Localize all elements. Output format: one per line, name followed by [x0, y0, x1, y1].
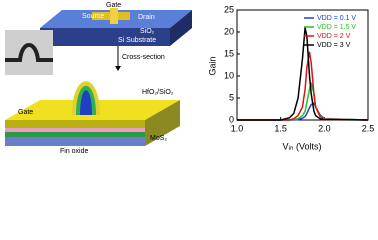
y-tick-label: 5: [229, 92, 234, 102]
gate-finger: [110, 8, 118, 24]
page: {"diagram": {"gate_top": "Gate", "source…: [5, 1, 375, 155]
plot-frame: [236, 9, 369, 121]
legend-label: VDD = 0.1 V: [317, 15, 356, 22]
legend-label: VDD = 3 V: [317, 42, 351, 49]
label: MoS₂: [150, 135, 167, 142]
substrate-side: [170, 10, 192, 46]
series-line: [237, 82, 369, 121]
mos2-layer: [5, 132, 145, 137]
x-tick-label: 2.0: [318, 123, 331, 133]
device-schematic: Source Drain Gate SiO₂ Si Substrate Cros…: [5, 2, 192, 155]
label: Drain: [138, 14, 155, 21]
legend-label: VDD = 2 V: [317, 33, 351, 40]
x-tick-label: 2.5: [362, 123, 375, 133]
y-tick-label: 15: [224, 48, 234, 58]
label: SiO₂: [140, 28, 155, 35]
x-tick-label: 1.5: [274, 123, 287, 133]
gate-front: [5, 120, 145, 128]
figure: Source Drain Gate SiO₂ Si Substrate Cros…: [5, 2, 375, 155]
substrate-front: [40, 28, 170, 46]
sem-profile: [5, 43, 53, 62]
label: Si Substrate: [118, 37, 156, 44]
label: Cross-section: [122, 54, 165, 61]
label: Gate: [106, 2, 121, 9]
stack-side: [145, 100, 180, 146]
fin: [80, 90, 92, 115]
label: Source: [82, 13, 104, 20]
y-axis-label: Gain: [207, 56, 217, 75]
oxide-base: [5, 137, 145, 146]
x-tick-label: 1.0: [231, 123, 244, 133]
y-tick-label: 25: [224, 4, 234, 14]
y-tick-label: 10: [224, 70, 234, 80]
dielectric: [5, 128, 145, 132]
sem-image: [5, 30, 53, 75]
y-tick-label: 0: [229, 114, 234, 124]
legend-label: VDD = 1.5 V: [317, 24, 356, 31]
label: Gate: [18, 109, 33, 116]
label: HfO₂/SiO₂: [142, 89, 174, 96]
arrow-head: [115, 66, 121, 71]
x-axis-label: Vᵢₙ (Volts): [282, 141, 321, 151]
y-tick-label: 20: [224, 26, 234, 36]
label: Fin oxide: [60, 148, 89, 155]
series-line: [237, 51, 369, 121]
